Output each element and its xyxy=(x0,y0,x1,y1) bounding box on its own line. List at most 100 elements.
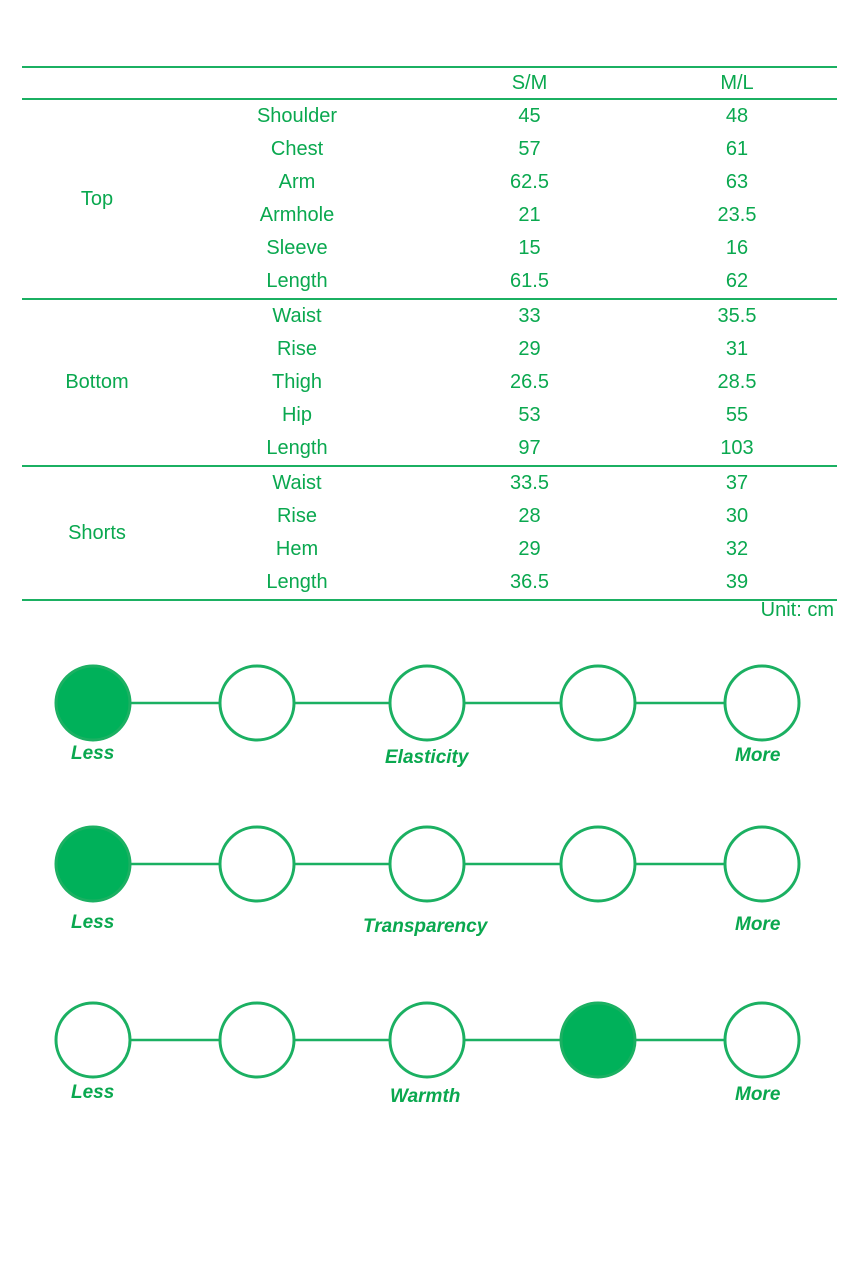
scale-step xyxy=(218,825,296,903)
category-label: Bottom xyxy=(65,371,129,393)
table-row: Hem 29 32 xyxy=(22,533,837,566)
table-row: Armhole 21 23.5 xyxy=(22,199,837,232)
measure-label: Arm xyxy=(278,171,316,193)
table-row: Length 61.5 62 xyxy=(22,265,837,299)
table-row: Length 36.5 39 xyxy=(22,566,837,600)
value-ml: 103 xyxy=(720,437,754,459)
header-category xyxy=(22,67,172,99)
table-row: Sleeve 15 16 xyxy=(22,232,837,265)
table-row: Hip 53 55 xyxy=(22,399,837,432)
value-ml: 39 xyxy=(725,571,749,593)
measure-label: Rise xyxy=(276,505,317,527)
table-header-row: S/M M/L xyxy=(22,67,837,99)
measure-label: Armhole xyxy=(259,204,335,226)
measure-label: Length xyxy=(266,437,328,459)
table-row: Length 97 103 xyxy=(22,432,837,466)
scale-step xyxy=(388,825,466,903)
scale-step xyxy=(388,1001,466,1079)
group-shorts: Shorts Waist 33.5 37 Rise 28 30 Hem 29 3… xyxy=(22,466,837,600)
value-sm: 61.5 xyxy=(510,270,549,292)
scale-step xyxy=(723,664,801,742)
value-ml: 63 xyxy=(725,171,749,193)
value-sm: 29 xyxy=(518,338,541,360)
scale-step-selected xyxy=(54,664,132,742)
table-row: Thigh 26.5 28.5 xyxy=(22,366,837,399)
scale-name: Elasticity xyxy=(385,747,469,768)
value-ml: 28.5 xyxy=(717,371,757,393)
value-sm: 26.5 xyxy=(510,371,549,393)
category-label: Shorts xyxy=(68,521,126,544)
scale-step xyxy=(723,825,801,903)
scale-warmth: Less Warmth More xyxy=(0,992,853,1112)
value-ml: 62 xyxy=(725,270,749,292)
table-row: Chest 57 61 xyxy=(22,133,837,166)
scale-step xyxy=(54,1001,132,1079)
measure-label: Hip xyxy=(281,404,312,426)
scale-transparency: Less Transparency More xyxy=(0,816,853,937)
scale-track xyxy=(54,1001,801,1079)
scale-step-selected xyxy=(559,1001,637,1079)
header-size-sm: S/M xyxy=(511,72,548,94)
table-row: Rise 28 30 xyxy=(22,500,837,533)
value-sm: 45 xyxy=(518,105,541,127)
measure-label: Sleeve xyxy=(266,237,328,259)
measure-label: Length xyxy=(266,571,328,593)
value-sm: 62.5 xyxy=(510,171,549,193)
value-ml: 31 xyxy=(725,338,749,360)
measure-label: Rise xyxy=(276,338,317,360)
value-ml: 61 xyxy=(725,138,749,160)
value-sm: 33.5 xyxy=(510,472,549,494)
value-ml: 37 xyxy=(725,472,749,494)
scale-step xyxy=(218,1001,296,1079)
scale-step xyxy=(559,664,637,742)
value-ml: 35.5 xyxy=(717,305,757,327)
scale-step xyxy=(723,1001,801,1079)
value-sm: 57 xyxy=(518,138,541,160)
value-sm: 33 xyxy=(518,305,541,327)
value-ml: 55 xyxy=(725,404,749,426)
measure-label: Length xyxy=(266,270,328,292)
table-row: Bottom Waist 33 35.5 xyxy=(22,299,837,393)
scale-step-selected xyxy=(54,825,132,903)
scale-high-label: More xyxy=(735,745,781,766)
value-sm: 53 xyxy=(518,404,541,426)
scale-elasticity: Less Elasticity More xyxy=(0,655,853,775)
value-ml: 23.5 xyxy=(717,204,757,226)
measure-label: Waist xyxy=(272,305,322,327)
table-row: Top Shoulder 45 48 xyxy=(22,99,837,210)
scale-low-label: Less xyxy=(71,912,115,933)
size-chart-table: S/M M/L Top Shoulder 45 48 Chest 57 61 A… xyxy=(22,66,837,601)
group-top: Top Shoulder 45 48 Chest 57 61 Arm 62.5 … xyxy=(22,99,837,299)
value-sm: 28 xyxy=(518,505,541,527)
value-sm: 97 xyxy=(518,437,541,459)
table-row: Shorts Waist 33.5 37 xyxy=(22,466,837,544)
value-ml: 16 xyxy=(725,237,749,259)
measure-label: Thigh xyxy=(271,371,323,393)
value-sm: 15 xyxy=(518,237,541,259)
scale-high-label: More xyxy=(735,1084,781,1105)
scale-step xyxy=(559,825,637,903)
value-sm: 29 xyxy=(518,538,541,560)
value-ml: 32 xyxy=(725,538,749,560)
value-sm: 36.5 xyxy=(510,571,549,593)
scale-low-label: Less xyxy=(71,1082,115,1103)
group-bottom: Bottom Waist 33 35.5 Rise 29 31 Thigh 26… xyxy=(22,299,837,466)
scale-name: Transparency xyxy=(363,916,488,937)
measure-label: Hem xyxy=(275,538,319,560)
scale-step xyxy=(218,664,296,742)
scale-track xyxy=(54,825,801,903)
scale-step xyxy=(388,664,466,742)
category-label: Top xyxy=(80,187,114,210)
scale-low-label: Less xyxy=(71,743,115,764)
measure-label: Chest xyxy=(270,138,324,160)
value-ml: 48 xyxy=(725,105,749,127)
header-size-ml: M/L xyxy=(720,72,754,94)
value-ml: 30 xyxy=(725,505,749,527)
unit-note: Unit: cm xyxy=(760,599,834,621)
measure-label: Shoulder xyxy=(256,105,338,127)
scale-track xyxy=(54,664,801,742)
header-measure xyxy=(172,67,422,99)
table-row: Rise 29 31 xyxy=(22,333,837,366)
measure-label: Waist xyxy=(272,472,322,494)
table-row: Arm 62.5 63 xyxy=(22,166,837,199)
